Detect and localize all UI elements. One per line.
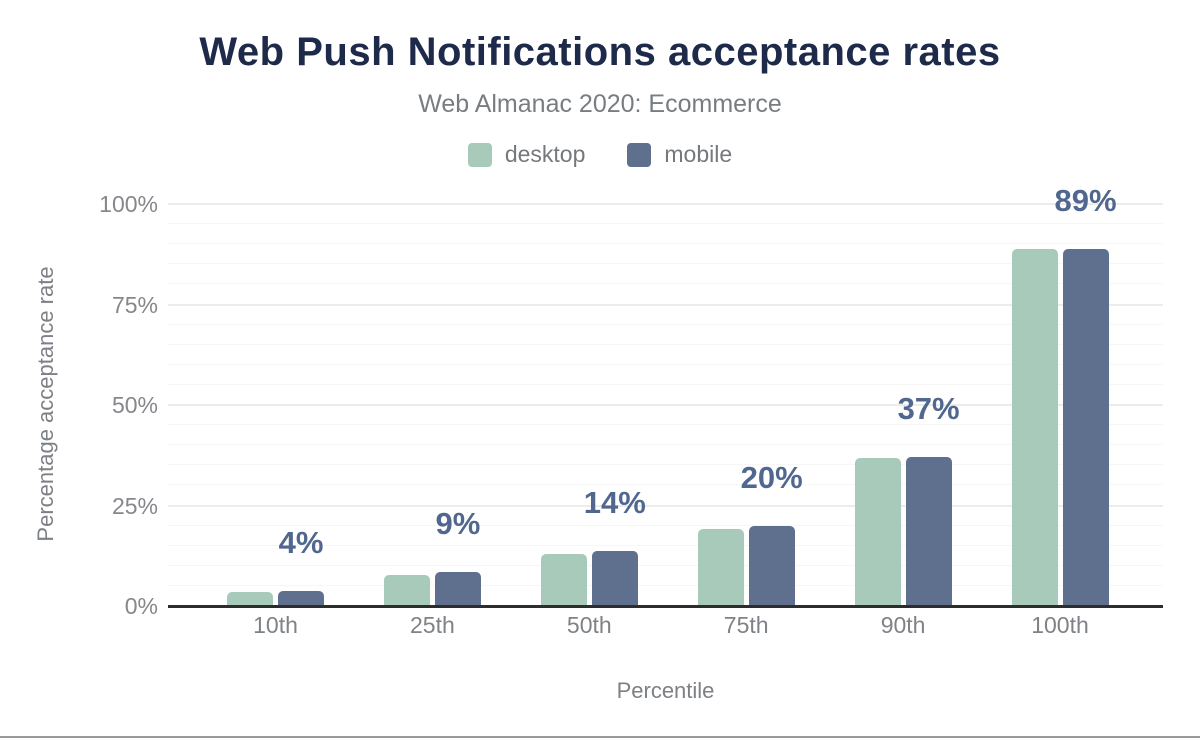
gridline-minor-60 [168,363,1163,365]
x-tick-label-90th: 90th [880,612,926,638]
gridline-major-75 [168,303,1163,306]
bar-desktop-100th[interactable] [1011,248,1058,605]
gridline-minor-45 [168,424,1163,426]
bar-mobile-25th[interactable] [434,571,481,605]
bar-value-label-50th: 14% [583,485,646,521]
legend-label-mobile: mobile [664,141,733,167]
legend: desktop mobile [0,141,1200,168]
y-tick-label-75: 75% [111,291,158,318]
bar-mobile-50th[interactable] [591,551,638,605]
y-tick-label-100: 100% [99,191,158,217]
gridline-minor-20 [168,524,1163,526]
gridline-minor-85 [168,263,1163,265]
bar-desktop-50th[interactable] [540,553,587,605]
legend-swatch-desktop-icon [467,142,492,167]
x-axis-line [168,605,1163,608]
x-tick-label-50th: 50th [566,612,612,638]
bar-mobile-75th[interactable] [748,525,795,605]
x-tick-label-75th: 75th [723,612,769,638]
bar-value-label-75th: 20% [740,459,803,495]
bar-value-label-10th: 4% [278,524,324,560]
bar-desktop-25th[interactable] [383,575,430,605]
gridline-minor-15 [168,544,1163,546]
gridline-minor-95 [168,223,1163,225]
footer-divider [0,736,1200,738]
bar-desktop-75th[interactable] [697,528,744,605]
y-tick-label-50: 50% [111,392,158,418]
gridline-minor-90 [168,243,1163,245]
gridline-minor-40 [168,444,1163,446]
bar-value-label-100th: 89% [1054,182,1117,218]
bar-mobile-10th[interactable] [278,590,324,605]
bar-mobile-90th[interactable] [905,456,952,605]
legend-item-desktop[interactable]: desktop [467,141,586,168]
legend-label-desktop: desktop [504,141,586,167]
gridline-minor-65 [168,343,1163,345]
x-axis-title: Percentile [616,678,715,703]
bar-value-label-90th: 37% [897,390,960,426]
bar-desktop-90th[interactable] [854,457,901,605]
gridline-minor-80 [168,283,1163,285]
y-tick-label-0: 0% [124,593,158,619]
chart-title: Web Push Notifications acceptance rates [199,30,1001,74]
gridline-minor-35 [168,464,1163,466]
gridline-major-100 [168,203,1163,205]
bar-desktop-10th[interactable] [227,592,273,605]
bar-mobile-100th[interactable] [1062,248,1109,605]
y-tick-label-25: 25% [111,492,158,519]
legend-item-mobile[interactable]: mobile [627,141,732,168]
x-tick-label-100th: 100th [1031,612,1089,638]
x-tick-label-25th: 25th [410,612,455,638]
gridline-major-25 [168,504,1163,507]
gridline-major-50 [168,404,1163,406]
gridline-minor-70 [168,323,1163,325]
bar-value-label-25th: 9% [435,505,481,541]
y-axis-title: Percentage acceptance rate [33,266,58,542]
gridline-minor-30 [168,484,1163,486]
chart-subtitle: Web Almanac 2020: Ecommerce [418,90,782,118]
gridline-minor-10 [168,564,1163,566]
gridline-minor-55 [168,383,1163,385]
x-tick-label-10th: 10th [253,612,298,638]
legend-swatch-mobile-icon [627,142,652,167]
gridline-minor-5 [168,584,1163,586]
